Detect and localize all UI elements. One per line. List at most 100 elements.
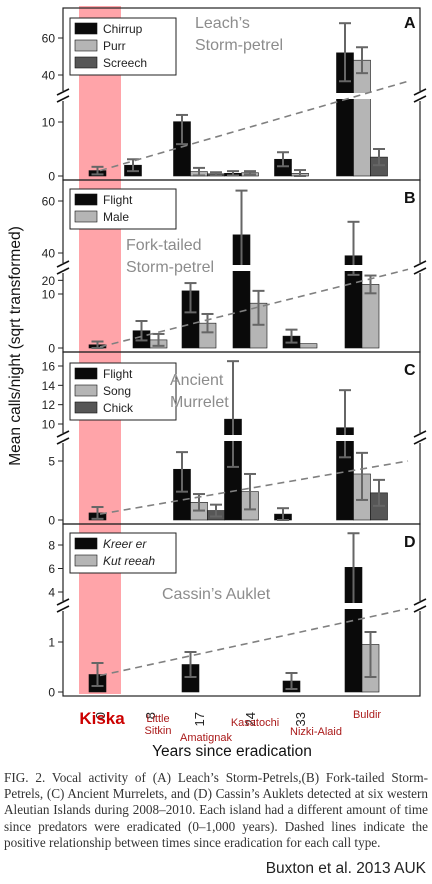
panel-d: 0 1 4 6 8 Kreer er Kut reeah Cassin’s Auklet D: [48, 523, 427, 700]
bar-break-gap: [344, 265, 363, 271]
legend-swatch-chick: [74, 401, 98, 414]
legend-label-kreer-er: Kreer er: [103, 537, 147, 551]
trend-line: [99, 80, 409, 172]
axis-break-mark: [56, 437, 70, 445]
y-tick-label: 8: [48, 539, 55, 553]
legend: Flight Song Chick: [69, 362, 177, 421]
legend-swatch-male: [74, 210, 98, 223]
legend-label-flight: Flight: [103, 367, 133, 381]
legend-swatch-flight: [74, 367, 98, 380]
species-label: Leach’s: [195, 15, 250, 32]
legend-swatch-chirrup: [74, 22, 98, 35]
axis-break-gap: [57, 91, 69, 101]
island-label-buldir: Buldir: [353, 709, 381, 721]
y-tick-label: 12: [42, 398, 56, 412]
bar-break-gap: [232, 265, 251, 271]
legend-swatch-song: [74, 384, 98, 397]
axis-break-mark: [56, 598, 70, 606]
bar-break-gap: [352, 93, 372, 99]
legend-label-chick: Chick: [103, 401, 134, 415]
species-label: Storm-petrel: [195, 37, 283, 54]
bar-break-gap: [344, 603, 363, 609]
y-tick-label: 0: [48, 686, 55, 700]
x-axis-title: Years since eradication: [152, 743, 312, 760]
legend-label-purr: Purr: [103, 39, 126, 53]
axis-break-mark: [413, 605, 427, 613]
y-tick-label: 40: [42, 247, 56, 261]
species-label: Storm-petrel: [126, 259, 214, 276]
x-tick-label: 17: [192, 712, 207, 726]
panel-a: 0 10 40 60 Chirrup Purr Screech Leach’s Storm-pe…: [42, 7, 427, 184]
species-label: Cassin’s Auklet: [162, 586, 271, 603]
legend: Kreer er Kut reeah: [69, 532, 177, 574]
axis-break-gap: [57, 601, 69, 611]
island-label-kiska: Kiska: [79, 709, 125, 728]
legend: Flight Male: [69, 188, 177, 230]
y-tick-label: 6: [48, 562, 55, 576]
y-tick-label: 14: [42, 379, 56, 393]
panel-letter-d: D: [404, 534, 416, 551]
axis-break-mark: [413, 267, 427, 275]
y-tick-label: 4: [48, 586, 55, 600]
x-tick-labels: 0 8 17 24 33: [93, 712, 308, 726]
y-tick-label: 16: [42, 360, 56, 374]
axis-break-mark: [56, 605, 70, 613]
y-tick-label: 20: [42, 274, 56, 288]
axis-break-mark: [56, 267, 70, 275]
trend-line: [99, 268, 409, 348]
island-label-nizki-alaid: Nizki-Alaid: [290, 726, 342, 738]
bar-break-gap: [335, 93, 355, 99]
legend: Chirrup Purr Screech: [69, 17, 177, 76]
panel-letter-a: A: [404, 15, 416, 32]
axis-break-gap: [414, 601, 426, 611]
island-label-amatignak: Amatignak: [180, 732, 232, 744]
species-label: Ancient: [170, 372, 224, 389]
axis-break-mark: [413, 437, 427, 445]
axis-break-gap: [57, 263, 69, 273]
axis-break-gap: [414, 263, 426, 273]
x-tick-label: 33: [293, 712, 308, 726]
panel-c: 0 5 10 12 14 16 Flight Song Chick Ancient Murrelet…: [42, 351, 427, 528]
y-tick-label: 10: [42, 418, 56, 432]
x-tick-label: 8: [143, 712, 158, 719]
y-tick-label: 10: [42, 288, 56, 302]
axis-break-mark: [56, 88, 70, 96]
trend-line: [99, 460, 409, 515]
y-tick-label: 40: [42, 69, 56, 83]
y-tick-label: 5: [48, 455, 55, 469]
island-label-kasatochi: Kasatochi: [231, 717, 279, 729]
y-tick-label: 60: [42, 32, 56, 46]
bar-break-gap: [223, 435, 243, 441]
chart-figure: 0104060ChirrupPurrScreechLeach’sStorm-pe…: [7, 6, 427, 760]
citation-credit: Buxton et al. 2013 AUK: [265, 860, 426, 877]
x-tick-label: 24: [243, 712, 258, 726]
bar-break-gap: [335, 435, 355, 441]
y-tick-label: 10: [42, 116, 56, 130]
species-label: Murrelet: [170, 394, 229, 411]
legend-swatch-purr: [74, 39, 98, 52]
axis-break-gap: [414, 91, 426, 101]
kiska-highlight-band: [79, 6, 121, 694]
chart-panels: 0104060ChirrupPurrScreechLeach’sStorm-pe…: [42, 7, 427, 700]
legend-swatch-kut-reeah: [74, 554, 98, 567]
island-label-little-sitkin: Sitkin: [145, 725, 172, 737]
panel-letter-c: C: [404, 362, 416, 379]
island-label-little-sitkin: Little: [146, 713, 169, 725]
legend-label-chirrup: Chirrup: [103, 22, 143, 36]
legend-label-song: Song: [103, 384, 131, 398]
axis-break-mark: [413, 95, 427, 103]
axis-break-mark: [413, 88, 427, 96]
x-tick-label: 0: [93, 712, 108, 719]
bar-purr-buldir: [353, 59, 371, 177]
y-tick-label: 0: [48, 514, 55, 528]
axis-break-mark: [56, 260, 70, 268]
species-label: Fork-tailed: [126, 237, 202, 254]
axis-break-mark: [56, 430, 70, 438]
y-tick-label: 0: [48, 170, 55, 184]
legend-swatch-screech: [74, 56, 98, 69]
trend-line: [99, 607, 409, 677]
figure-caption: FIG. 2. Vocal activity of (A) Leach’s St…: [4, 770, 428, 850]
legend-swatch-flight: [74, 193, 98, 206]
